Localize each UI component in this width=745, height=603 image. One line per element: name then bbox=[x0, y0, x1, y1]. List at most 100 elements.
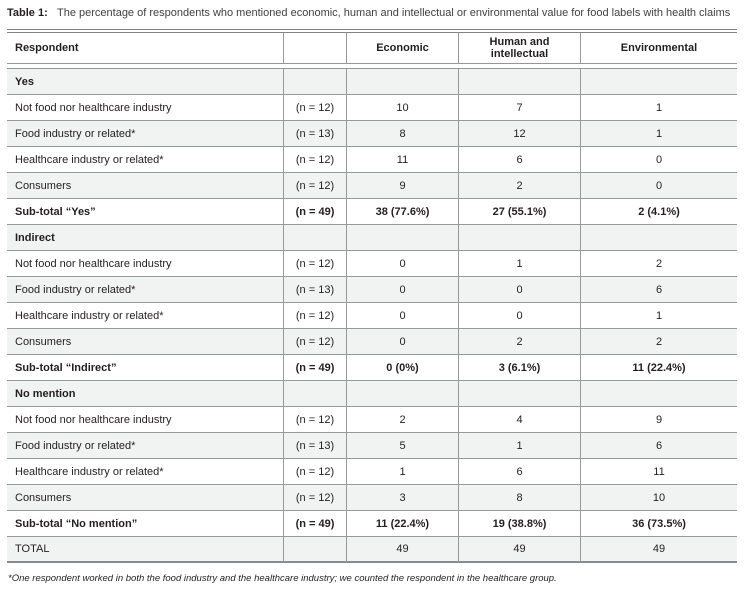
row-label: Not food nor healthcare industry bbox=[7, 251, 283, 277]
row-label: Yes bbox=[7, 69, 283, 95]
row-label: Food industry or related* bbox=[7, 433, 283, 459]
cell-n: (n = 13) bbox=[283, 277, 346, 303]
cell-n: (n = 12) bbox=[283, 251, 346, 277]
cell-economic: 49 bbox=[346, 537, 458, 563]
cell-environmental bbox=[580, 225, 737, 251]
cell-human-intellectual: 2 bbox=[458, 173, 580, 199]
cell-environmental: 10 bbox=[580, 485, 737, 511]
cell-economic bbox=[346, 225, 458, 251]
cell-human-intellectual: 7 bbox=[458, 95, 580, 121]
cell-n bbox=[283, 537, 346, 563]
row-label: Sub-total “Yes” bbox=[7, 199, 283, 225]
cell-n: (n = 12) bbox=[283, 95, 346, 121]
cell-environmental bbox=[580, 69, 737, 95]
cell-human-intellectual bbox=[458, 69, 580, 95]
cell-n: (n = 49) bbox=[283, 511, 346, 537]
cell-economic: 3 bbox=[346, 485, 458, 511]
cell-economic: 0 bbox=[346, 277, 458, 303]
cell-n: (n = 12) bbox=[283, 147, 346, 173]
cell-environmental: 11 (22.4%) bbox=[580, 355, 737, 381]
cell-human-intellectual: 4 bbox=[458, 407, 580, 433]
cell-human-intellectual: 6 bbox=[458, 459, 580, 485]
column-header-human-intellectual: Human and intellectual bbox=[458, 33, 580, 63]
cell-economic: 0 bbox=[346, 303, 458, 329]
row-label: Sub-total “No mention” bbox=[7, 511, 283, 537]
table-caption-text: The percentage of respondents who mentio… bbox=[57, 7, 731, 19]
cell-human-intellectual: 19 (38.8%) bbox=[458, 511, 580, 537]
cell-economic bbox=[346, 69, 458, 95]
cell-human-intellectual: 1 bbox=[458, 433, 580, 459]
row-label: Healthcare industry or related* bbox=[7, 303, 283, 329]
cell-environmental: 49 bbox=[580, 537, 737, 563]
cell-human-intellectual: 6 bbox=[458, 147, 580, 173]
row-label: No mention bbox=[7, 381, 283, 407]
cell-economic: 11 (22.4%) bbox=[346, 511, 458, 537]
cell-human-intellectual: 8 bbox=[458, 485, 580, 511]
cell-economic: 11 bbox=[346, 147, 458, 173]
row-label: Sub-total “Indirect” bbox=[7, 355, 283, 381]
cell-n: (n = 12) bbox=[283, 173, 346, 199]
table-top-rule bbox=[7, 29, 737, 33]
row-label: Not food nor healthcare industry bbox=[7, 407, 283, 433]
cell-n: (n = 12) bbox=[283, 459, 346, 485]
cell-human-intellectual: 49 bbox=[458, 537, 580, 563]
column-header-human-intellectual-text: Human and intellectual bbox=[489, 36, 550, 60]
cell-economic: 8 bbox=[346, 121, 458, 147]
cell-human-intellectual: 3 (6.1%) bbox=[458, 355, 580, 381]
cell-environmental: 11 bbox=[580, 459, 737, 485]
cell-human-intellectual: 27 (55.1%) bbox=[458, 199, 580, 225]
row-label: Healthcare industry or related* bbox=[7, 459, 283, 485]
page: Table 1: The percentage of respondents w… bbox=[7, 7, 738, 584]
column-header-economic: Economic bbox=[346, 33, 458, 63]
row-label: Food industry or related* bbox=[7, 277, 283, 303]
cell-economic: 2 bbox=[346, 407, 458, 433]
cell-environmental: 36 (73.5%) bbox=[580, 511, 737, 537]
row-label: Not food nor healthcare industry bbox=[7, 95, 283, 121]
cell-economic: 0 bbox=[346, 329, 458, 355]
cell-n: (n = 12) bbox=[283, 407, 346, 433]
cell-human-intellectual bbox=[458, 225, 580, 251]
cell-environmental: 2 (4.1%) bbox=[580, 199, 737, 225]
cell-n: (n = 13) bbox=[283, 121, 346, 147]
cell-n: (n = 12) bbox=[283, 303, 346, 329]
row-label: TOTAL bbox=[7, 537, 283, 563]
cell-human-intellectual: 1 bbox=[458, 251, 580, 277]
cell-environmental: 0 bbox=[580, 173, 737, 199]
cell-n: (n = 49) bbox=[283, 355, 346, 381]
respondent-value-table: Respondent Economic Human and intellectu… bbox=[7, 29, 737, 563]
cell-n: (n = 12) bbox=[283, 485, 346, 511]
header-bottom-rule bbox=[7, 63, 737, 69]
cell-n bbox=[283, 69, 346, 95]
column-header-environmental: Environmental bbox=[580, 33, 737, 63]
cell-n bbox=[283, 381, 346, 407]
column-header-respondent: Respondent bbox=[7, 33, 283, 63]
cell-economic: 10 bbox=[346, 95, 458, 121]
cell-economic: 1 bbox=[346, 459, 458, 485]
cell-environmental: 1 bbox=[580, 303, 737, 329]
cell-human-intellectual: 0 bbox=[458, 303, 580, 329]
cell-environmental: 2 bbox=[580, 251, 737, 277]
row-label: Consumers bbox=[7, 173, 283, 199]
table-caption-label: Table 1: bbox=[7, 7, 48, 19]
cell-economic: 5 bbox=[346, 433, 458, 459]
column-header-n bbox=[283, 33, 346, 63]
cell-environmental: 1 bbox=[580, 121, 737, 147]
cell-environmental: 2 bbox=[580, 329, 737, 355]
cell-environmental: 9 bbox=[580, 407, 737, 433]
cell-human-intellectual: 12 bbox=[458, 121, 580, 147]
cell-n: (n = 49) bbox=[283, 199, 346, 225]
table-footnote: *One respondent worked in both the food … bbox=[8, 573, 557, 584]
table-grid: Respondent Economic Human and intellectu… bbox=[7, 29, 737, 563]
cell-economic bbox=[346, 381, 458, 407]
cell-environmental: 6 bbox=[580, 433, 737, 459]
cell-environmental bbox=[580, 381, 737, 407]
row-label: Consumers bbox=[7, 329, 283, 355]
cell-economic: 38 (77.6%) bbox=[346, 199, 458, 225]
cell-environmental: 6 bbox=[580, 277, 737, 303]
row-label: Healthcare industry or related* bbox=[7, 147, 283, 173]
cell-economic: 9 bbox=[346, 173, 458, 199]
row-label: Food industry or related* bbox=[7, 121, 283, 147]
cell-n: (n = 12) bbox=[283, 329, 346, 355]
table-caption: Table 1: The percentage of respondents w… bbox=[7, 7, 738, 20]
cell-environmental: 1 bbox=[580, 95, 737, 121]
